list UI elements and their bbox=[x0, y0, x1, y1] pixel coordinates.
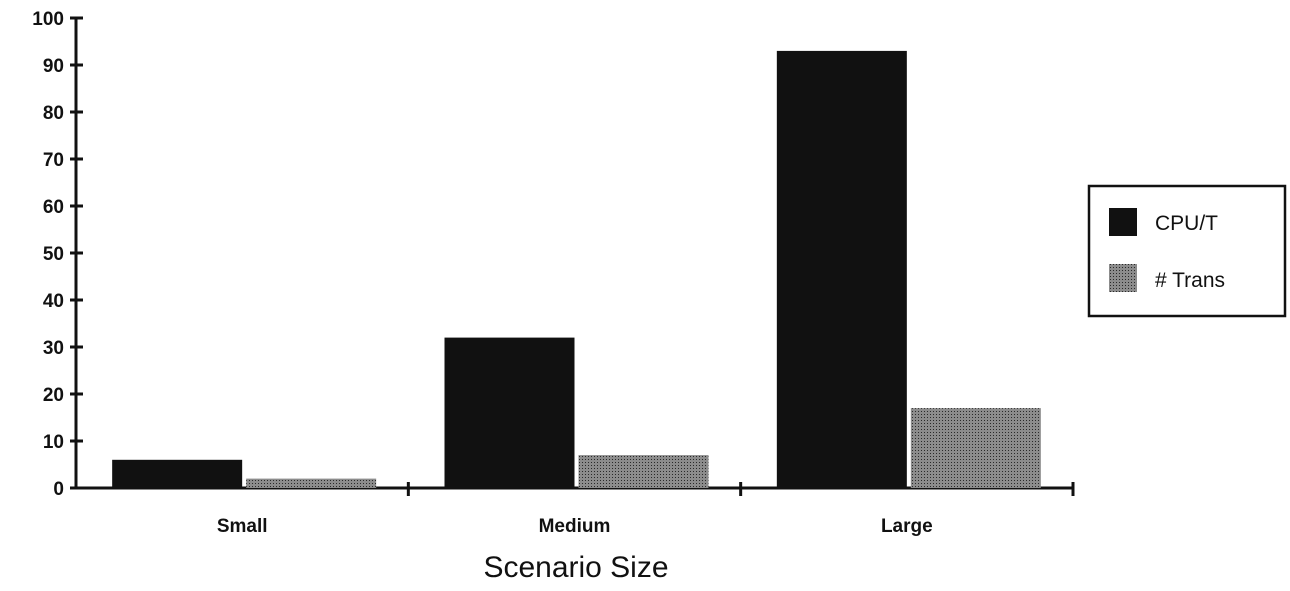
bar-trans bbox=[578, 455, 709, 488]
bar-cpu-t bbox=[112, 459, 243, 488]
legend-label-cpu-t: CPU/T bbox=[1155, 212, 1218, 235]
legend-label-trans: # Trans bbox=[1155, 269, 1225, 292]
legend-swatch-trans bbox=[1109, 264, 1137, 292]
legend: CPU/T # Trans bbox=[1087, 184, 1287, 318]
y-tick-label: 10 bbox=[43, 432, 64, 453]
y-tick-label: 100 bbox=[32, 9, 64, 30]
legend-swatch-cpu-t bbox=[1109, 208, 1137, 236]
bar-cpu-t bbox=[776, 50, 907, 489]
bar-trans bbox=[910, 408, 1041, 488]
y-tick-label: 50 bbox=[43, 244, 64, 265]
y-tick-label: 30 bbox=[43, 338, 64, 359]
y-tick-label: 60 bbox=[43, 197, 64, 218]
x-axis-title: Scenario Size bbox=[483, 551, 668, 584]
labels-layer: 0 10 20 30 40 50 60 70 80 90 100 Small Medium Large bbox=[32, 9, 932, 537]
y-tick-label: 90 bbox=[43, 56, 64, 77]
y-tick-label: 0 bbox=[53, 479, 64, 500]
legend-box bbox=[1087, 184, 1287, 318]
y-tick-label: 70 bbox=[43, 150, 64, 171]
x-category-label: Large bbox=[881, 516, 933, 537]
y-tick-label: 40 bbox=[43, 291, 64, 312]
y-tick-label: 80 bbox=[43, 103, 64, 124]
bar-trans bbox=[246, 478, 377, 488]
x-category-label: Small bbox=[217, 516, 268, 537]
x-category-label: Medium bbox=[539, 516, 611, 537]
bar-cpu-t bbox=[444, 337, 575, 488]
bars-layer bbox=[112, 50, 1041, 489]
y-tick-label: 20 bbox=[43, 385, 64, 406]
